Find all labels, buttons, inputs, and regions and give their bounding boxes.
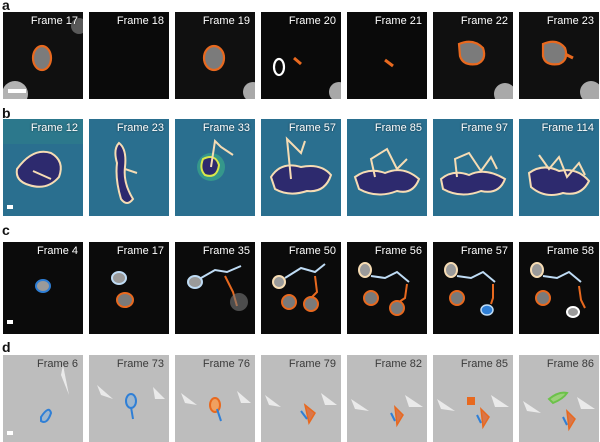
frame-label: Frame 35	[202, 245, 250, 257]
frame-label: Frame 6	[37, 358, 78, 370]
panel-a-frame-5: Frame 21	[347, 12, 427, 99]
panel-d-frame-4: Frame 79	[261, 355, 341, 442]
panel-c-row: Frame 4 Frame 17 Frame 35 Frame 50	[3, 242, 600, 334]
frame-label: Frame 85	[460, 358, 508, 370]
frame-label: Frame 56	[374, 245, 422, 257]
panel-c-frame-5: Frame 56	[347, 242, 427, 334]
panel-a-image-4	[261, 12, 341, 99]
frame-label: Frame 21	[374, 15, 422, 27]
panel-a-frame-3: Frame 19	[175, 12, 255, 99]
frame-label: Frame 33	[202, 122, 250, 134]
panel-c-image-3	[175, 242, 255, 334]
panel-a-image-5	[347, 12, 427, 99]
frame-label: Frame 114	[541, 122, 594, 134]
panel-b-image-5	[347, 119, 427, 216]
panel-d-image-5	[347, 355, 427, 442]
panel-a-image-7	[519, 12, 599, 99]
panel-c-frame-7: Frame 58	[519, 242, 599, 334]
panel-a-row: Frame 17 Frame 18 Frame 19 Frame 20 Fram…	[3, 12, 600, 99]
frame-label: Frame 12	[30, 122, 78, 134]
frame-label: Frame 97	[460, 122, 508, 134]
panel-d-image-6	[433, 355, 513, 442]
panel-b-frame-4: Frame 57	[261, 119, 341, 216]
panel-b-image-2	[89, 119, 169, 216]
panel-b-frame-2: Frame 23	[89, 119, 169, 216]
panel-d-frame-2: Frame 73	[89, 355, 169, 442]
panel-c-image-5	[347, 242, 427, 334]
panel-a-frame-7: Frame 23	[519, 12, 599, 99]
panel-c-frame-6: Frame 57	[433, 242, 513, 334]
panel-d-image-3	[175, 355, 255, 442]
panel-b-image-1	[3, 119, 83, 216]
panel-d-frame-1: Frame 6	[3, 355, 83, 442]
panel-d-row: Frame 6 Frame 73 Frame 76 Frame 79	[3, 355, 600, 442]
panel-a-frame-2: Frame 18	[89, 12, 169, 99]
frame-label: Frame 17	[30, 15, 78, 27]
frame-label: Frame 73	[116, 358, 164, 370]
scale-bar	[8, 89, 26, 93]
panel-d-frame-6: Frame 85	[433, 355, 513, 442]
panel-b-image-4	[261, 119, 341, 216]
panel-a-image-1	[3, 12, 83, 99]
panel-d-image-2	[89, 355, 169, 442]
frame-label: Frame 19	[202, 15, 250, 27]
frame-label: Frame 18	[116, 15, 164, 27]
panel-b-frame-7: Frame 114	[519, 119, 599, 216]
panel-a-frame-4: Frame 20	[261, 12, 341, 99]
frame-label: Frame 23	[116, 122, 164, 134]
frame-label: Frame 58	[546, 245, 594, 257]
panel-c-image-4	[261, 242, 341, 334]
scale-bar	[7, 431, 13, 435]
panel-b-row: Frame 12 Frame 23 Frame 33 Frame 57	[3, 119, 600, 216]
panel-c-image-6	[433, 242, 513, 334]
frame-label: Frame 79	[288, 358, 336, 370]
frame-label: Frame 4	[37, 245, 78, 257]
panel-c-image-1	[3, 242, 83, 334]
frame-label: Frame 22	[460, 15, 508, 27]
panel-b-image-6	[433, 119, 513, 216]
panel-b-frame-6: Frame 97	[433, 119, 513, 216]
panel-b-image-7	[519, 119, 599, 216]
panel-c-image-2	[89, 242, 169, 334]
frame-label: Frame 57	[460, 245, 508, 257]
panel-c-frame-4: Frame 50	[261, 242, 341, 334]
scale-bar	[7, 205, 13, 209]
panel-b-frame-5: Frame 85	[347, 119, 427, 216]
panel-d-image-7	[519, 355, 599, 442]
panel-c-frame-3: Frame 35	[175, 242, 255, 334]
panel-b-image-3	[175, 119, 255, 216]
scale-bar	[7, 320, 13, 324]
panel-a-frame-1: Frame 17	[3, 12, 83, 99]
panel-letter-d: d	[2, 339, 11, 355]
panel-a-image-3	[175, 12, 255, 99]
panel-a-image-2	[89, 12, 169, 99]
panel-d-image-4	[261, 355, 341, 442]
frame-label: Frame 50	[288, 245, 336, 257]
panel-letter-b: b	[2, 105, 11, 121]
frame-label: Frame 82	[374, 358, 422, 370]
panel-letter-a: a	[2, 0, 10, 13]
frame-label: Frame 86	[546, 358, 594, 370]
panel-b-frame-1: Frame 12	[3, 119, 83, 216]
panel-c-frame-1: Frame 4	[3, 242, 83, 334]
frame-label: Frame 57	[288, 122, 336, 134]
panel-a-image-6	[433, 12, 513, 99]
panel-b-frame-3: Frame 33	[175, 119, 255, 216]
panel-c-frame-2: Frame 17	[89, 242, 169, 334]
panel-d-frame-5: Frame 82	[347, 355, 427, 442]
panel-c-image-7	[519, 242, 599, 334]
frame-label: Frame 23	[546, 15, 594, 27]
frame-label: Frame 20	[288, 15, 336, 27]
frame-label: Frame 85	[374, 122, 422, 134]
panel-a-frame-6: Frame 22	[433, 12, 513, 99]
frame-label: Frame 76	[202, 358, 250, 370]
panel-d-image-1	[3, 355, 83, 442]
panel-d-frame-3: Frame 76	[175, 355, 255, 442]
frame-label: Frame 17	[116, 245, 164, 257]
panel-d-frame-7: Frame 86	[519, 355, 599, 442]
panel-letter-c: c	[2, 222, 10, 238]
